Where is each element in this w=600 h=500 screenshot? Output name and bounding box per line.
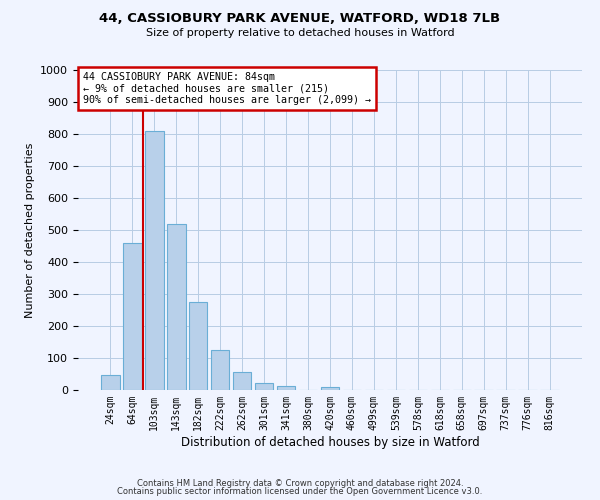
- Bar: [320, 388, 340, 390]
- Bar: [233, 372, 251, 390]
- Y-axis label: Number of detached properties: Number of detached properties: [25, 142, 35, 318]
- Text: Contains HM Land Registry data © Crown copyright and database right 2024.: Contains HM Land Registry data © Crown c…: [137, 478, 463, 488]
- Bar: [255, 383, 274, 390]
- Text: 44, CASSIOBURY PARK AVENUE, WATFORD, WD18 7LB: 44, CASSIOBURY PARK AVENUE, WATFORD, WD1…: [100, 12, 500, 26]
- Bar: [211, 350, 229, 390]
- Bar: [101, 375, 119, 390]
- Text: Contains public sector information licensed under the Open Government Licence v3: Contains public sector information licen…: [118, 487, 482, 496]
- Bar: [189, 302, 208, 390]
- Bar: [123, 243, 142, 390]
- Bar: [145, 131, 164, 390]
- X-axis label: Distribution of detached houses by size in Watford: Distribution of detached houses by size …: [181, 436, 479, 448]
- Text: Size of property relative to detached houses in Watford: Size of property relative to detached ho…: [146, 28, 454, 38]
- Bar: [167, 224, 185, 390]
- Text: 44 CASSIOBURY PARK AVENUE: 84sqm
← 9% of detached houses are smaller (215)
90% o: 44 CASSIOBURY PARK AVENUE: 84sqm ← 9% of…: [83, 72, 371, 105]
- Bar: [277, 386, 295, 390]
